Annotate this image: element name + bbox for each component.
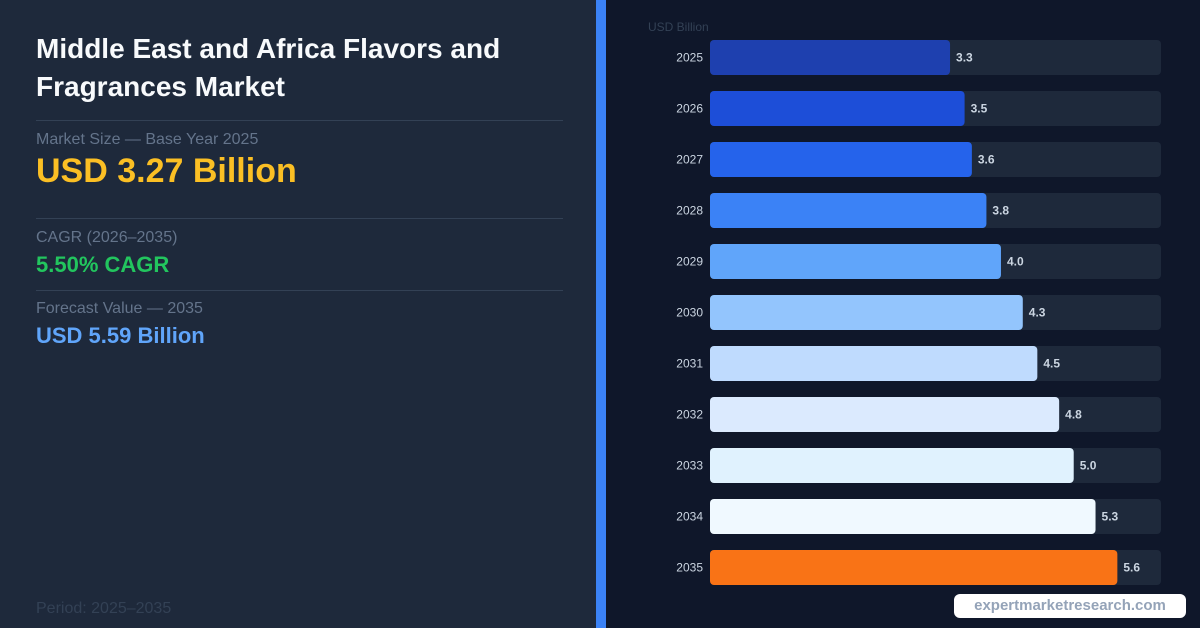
value-label-2029: 4.0 bbox=[1007, 255, 1024, 269]
value-label-2032: 4.8 bbox=[1065, 408, 1082, 422]
brand-badge[interactable]: expertmarketresearch.com bbox=[954, 594, 1186, 618]
year-label-2028: 2028 bbox=[676, 204, 703, 218]
value-label-2035: 5.6 bbox=[1123, 561, 1140, 575]
year-label-2025: 2025 bbox=[676, 51, 703, 65]
value-label-2027: 3.6 bbox=[978, 153, 995, 167]
year-label-2029: 2029 bbox=[676, 255, 703, 269]
value-label-2030: 4.3 bbox=[1029, 306, 1046, 320]
forecast-value: USD 5.59 Billion bbox=[36, 323, 205, 348]
value-label-2025: 3.3 bbox=[956, 51, 973, 65]
bar-2025 bbox=[710, 40, 951, 75]
separator bbox=[36, 290, 563, 291]
market-size-value: USD 3.27 Billion bbox=[36, 152, 297, 190]
accent-divider bbox=[596, 0, 606, 628]
separator bbox=[36, 218, 563, 219]
cagr-value: 5.50% CAGR bbox=[36, 252, 170, 277]
value-label-2034: 5.3 bbox=[1102, 510, 1119, 524]
year-label-2032: 2032 bbox=[676, 408, 703, 422]
cagr-label: CAGR (2026–2035) bbox=[36, 229, 178, 246]
bar-2032 bbox=[710, 397, 1060, 432]
market-size-label: Market Size — Base Year 2025 bbox=[36, 131, 259, 148]
unit-label: USD Billion bbox=[648, 20, 709, 34]
year-label-2030: 2030 bbox=[676, 306, 703, 320]
bar-2028 bbox=[710, 193, 987, 228]
chart-panel: USD Billion 2025 3.3 2026 3.5 2027 3.6 2028 3.8… bbox=[606, 0, 1200, 628]
bar-2031 bbox=[710, 346, 1038, 381]
value-label-2033: 5.0 bbox=[1080, 459, 1097, 473]
summary-panel: Middle East and Africa Flavors and Fragr… bbox=[0, 0, 596, 628]
bar-2035 bbox=[710, 550, 1118, 585]
value-label-2028: 3.8 bbox=[992, 204, 1009, 218]
bar-2030 bbox=[710, 295, 1023, 330]
bar-2034 bbox=[710, 499, 1096, 534]
bar-2027 bbox=[710, 142, 972, 177]
forecast-label: Forecast Value — 2035 bbox=[36, 300, 203, 317]
page-title: Middle East and Africa Flavors and Fragr… bbox=[36, 33, 501, 102]
value-label-2026: 3.5 bbox=[971, 102, 988, 116]
year-label-2026: 2026 bbox=[676, 102, 703, 116]
bar-2033 bbox=[710, 448, 1074, 483]
year-label-2035: 2035 bbox=[676, 561, 703, 575]
bar-2026 bbox=[710, 91, 965, 126]
year-label-2031: 2031 bbox=[676, 357, 703, 371]
year-label-2033: 2033 bbox=[676, 459, 703, 473]
bar-2029 bbox=[710, 244, 1001, 279]
period-label: Period: 2025–2035 bbox=[36, 600, 172, 617]
year-label-2034: 2034 bbox=[676, 510, 703, 524]
value-label-2031: 4.5 bbox=[1043, 357, 1060, 371]
separator bbox=[36, 120, 563, 121]
year-label-2027: 2027 bbox=[676, 153, 703, 167]
bar-chart: 2025 3.3 2026 3.5 2027 3.6 2028 3.8 2029 4.0 2030 4… bbox=[676, 40, 1161, 585]
